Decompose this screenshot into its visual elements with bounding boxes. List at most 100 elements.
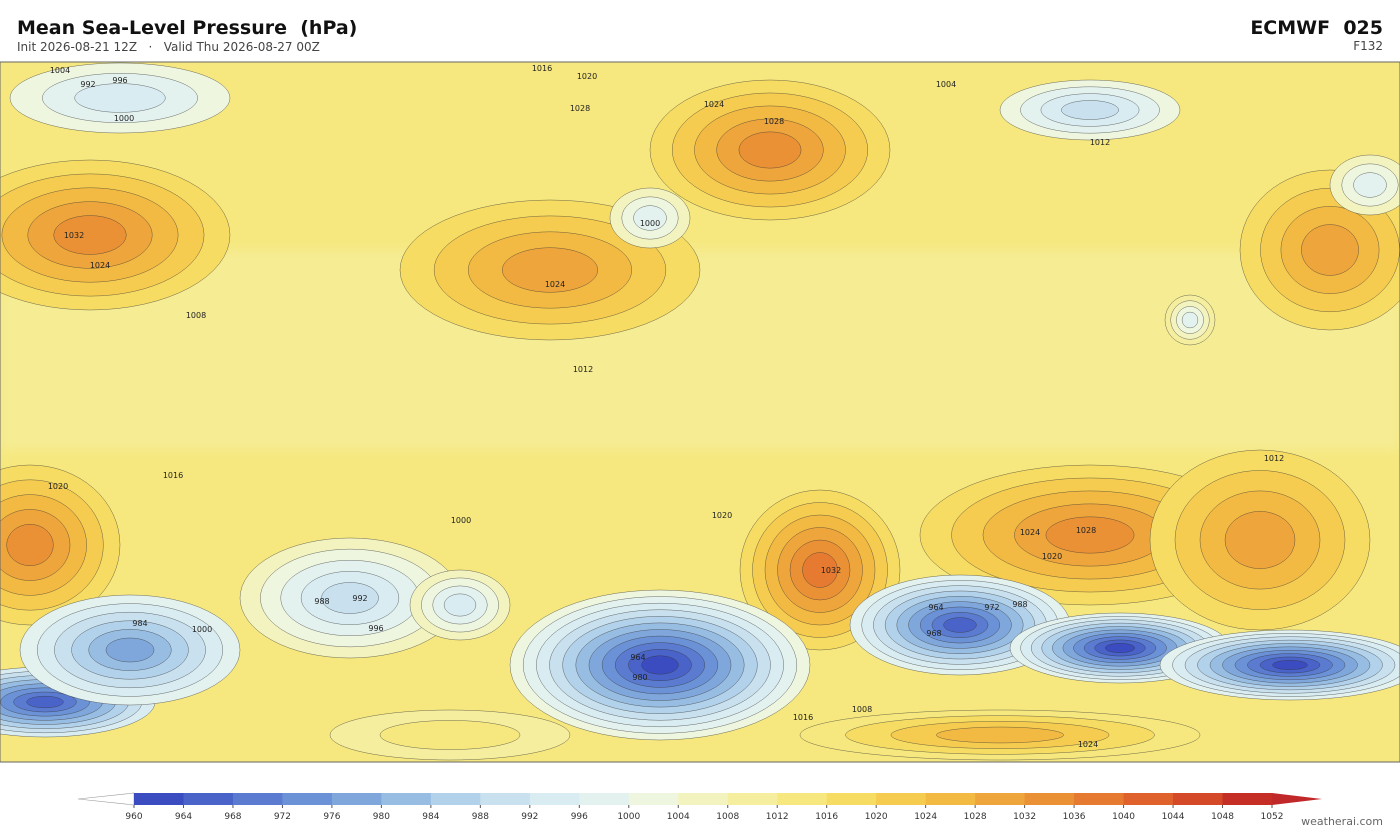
contour-label: 1020 [712, 511, 732, 520]
colorbar-bin [233, 793, 283, 805]
colorbar-tick-label: 976 [323, 812, 340, 822]
colorbar-bin [332, 793, 382, 805]
colorbar-tick-label: 1052 [1261, 812, 1284, 822]
pressure-contour [1061, 100, 1118, 119]
pressure-contour [944, 618, 977, 633]
contour-label: 1020 [48, 482, 68, 491]
colorbar-tick-label: 1040 [1112, 812, 1135, 822]
colorbar-tick-label: 1004 [667, 812, 690, 822]
colorbar-bin [876, 793, 926, 805]
contour-label: 1020 [1042, 552, 1062, 561]
pressure-contour [1354, 173, 1387, 198]
contour-label: 1012 [1264, 454, 1284, 463]
contour-label: 980 [632, 673, 647, 682]
contour-label: 996 [368, 624, 383, 633]
colorbar-tick-label: 992 [521, 812, 538, 822]
contour-label: 968 [926, 629, 941, 638]
contour-label: 1000 [451, 516, 471, 525]
colorbar-bin [1025, 793, 1075, 805]
colorbar: 960 964 968 972 976 980 984 988 992 996 1000 1004 10… [78, 793, 1322, 822]
contour-label: 988 [1012, 600, 1027, 609]
contour-label: 972 [984, 603, 999, 612]
colorbar-tick-label: 1044 [1162, 812, 1185, 822]
title: Mean Sea-Level Pressure (hPa) [17, 17, 357, 39]
contour-label: 1000 [192, 625, 212, 634]
pressure-contour [1273, 660, 1308, 669]
colorbar-bin [480, 793, 530, 805]
contour-label: 1016 [793, 713, 813, 722]
credit: weatherai.com [1301, 815, 1383, 828]
colorbar-bin [975, 793, 1025, 805]
pressure-contour [936, 727, 1063, 743]
colorbar-tick-label: 960 [125, 812, 142, 822]
contour-label: 1032 [64, 231, 84, 240]
contour-label: 1024 [704, 100, 724, 109]
colorbar-tick-label: 1032 [1013, 812, 1036, 822]
colorbar-tick-label: 1016 [815, 812, 838, 822]
colorbar-bin [1074, 793, 1124, 805]
contour-label: 996 [112, 76, 127, 85]
colorbar-bin [579, 793, 629, 805]
colorbar-tick-label: 1028 [964, 812, 987, 822]
tropical-band [0, 250, 1400, 450]
contour-label: 992 [80, 80, 95, 89]
contour-label: 1000 [640, 219, 660, 228]
contour-label: 1028 [1076, 526, 1096, 535]
map: 1004 992 996 1000 1016 1020 1028 1024 1028 1032 10… [0, 62, 1400, 762]
contour-label: 1012 [1090, 138, 1110, 147]
contour-label: 964 [630, 653, 645, 662]
pressure-contour [7, 524, 54, 565]
contour-label: 1020 [577, 72, 597, 81]
contour-label: 1012 [573, 365, 593, 374]
colorbar-tick-label: 996 [571, 812, 588, 822]
contour-label: 1028 [570, 104, 590, 113]
colorbar-bin [827, 793, 877, 805]
colorbar-tick-label: 1020 [865, 812, 888, 822]
pressure-contour [1105, 643, 1135, 652]
colorbar-tick-label: 980 [373, 812, 390, 822]
colorbar-bin [1124, 793, 1174, 805]
model: ECMWF 025 [1250, 17, 1383, 39]
colorbar-tick-label: 964 [175, 812, 192, 822]
colorbar-tick-label: 1008 [716, 812, 739, 822]
contour-label: 1008 [852, 705, 872, 714]
contour-label: 1004 [50, 66, 70, 75]
contour-label: 1024 [1020, 528, 1040, 537]
colorbar-bin [629, 793, 679, 805]
pressure-contour [1046, 517, 1134, 553]
pressure-contour [444, 594, 476, 616]
colorbar-bin [134, 793, 184, 805]
colorbar-bin [282, 793, 332, 805]
contour-label: 964 [928, 603, 943, 612]
contour-label: 1016 [163, 471, 183, 480]
colorbar-bin [1223, 793, 1273, 805]
pressure-contour [27, 696, 64, 708]
pressure-contour [106, 638, 154, 662]
contour-label: 1024 [90, 261, 110, 270]
colorbar-tick-label: 968 [224, 812, 241, 822]
colorbar-tick-label: 972 [274, 812, 291, 822]
colorbar-bin [777, 793, 827, 805]
contour-label: 1024 [545, 280, 565, 289]
pressure-contour [321, 582, 378, 613]
contour-label: 1016 [532, 64, 552, 73]
colorbar-bin [728, 793, 778, 805]
pressure-contour [642, 656, 679, 674]
contour-label: 988 [314, 597, 329, 606]
contour-label: 1004 [936, 80, 956, 89]
colorbar-bin [1173, 793, 1223, 805]
pressure-contour [1301, 225, 1358, 276]
subtitle: Init 2026-08-21 12Z · Valid Thu 2026-08-… [17, 40, 320, 54]
colorbar-bin [381, 793, 431, 805]
colorbar-tick-label: 988 [472, 812, 489, 822]
colorbar-tick-label: 1048 [1211, 812, 1234, 822]
colorbar-tick-label: 1000 [617, 812, 640, 822]
pressure-contour [1225, 511, 1295, 568]
contour-label: 1032 [821, 566, 841, 575]
colorbar-over [1272, 793, 1322, 805]
contour-label: 1000 [114, 114, 134, 123]
colorbar-bin [530, 793, 580, 805]
colorbar-tick-label: 1036 [1063, 812, 1086, 822]
colorbar-tick-label: 984 [422, 812, 439, 822]
